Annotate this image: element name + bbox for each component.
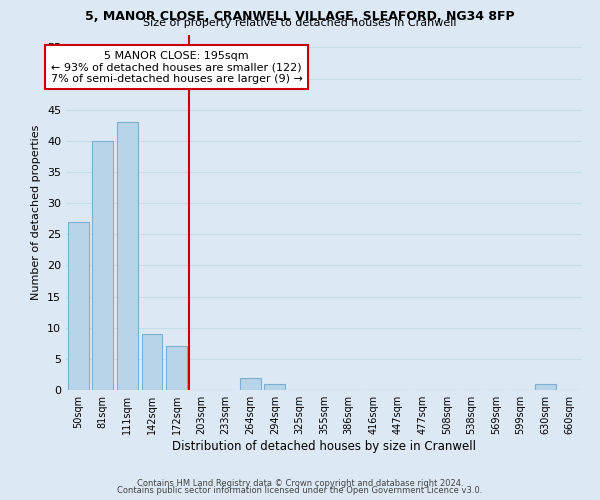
X-axis label: Distribution of detached houses by size in Cranwell: Distribution of detached houses by size … xyxy=(172,440,476,453)
Text: 5, MANOR CLOSE, CRANWELL VILLAGE, SLEAFORD, NG34 8FP: 5, MANOR CLOSE, CRANWELL VILLAGE, SLEAFO… xyxy=(85,10,515,23)
Y-axis label: Number of detached properties: Number of detached properties xyxy=(31,125,41,300)
Text: 5 MANOR CLOSE: 195sqm
← 93% of detached houses are smaller (122)
7% of semi-deta: 5 MANOR CLOSE: 195sqm ← 93% of detached … xyxy=(50,50,302,84)
Bar xyxy=(240,378,261,390)
Text: Contains public sector information licensed under the Open Government Licence v3: Contains public sector information licen… xyxy=(118,486,482,495)
Text: Contains HM Land Registry data © Crown copyright and database right 2024.: Contains HM Land Registry data © Crown c… xyxy=(137,478,463,488)
Bar xyxy=(68,222,89,390)
Bar xyxy=(117,122,138,390)
Bar xyxy=(142,334,163,390)
Text: Size of property relative to detached houses in Cranwell: Size of property relative to detached ho… xyxy=(143,18,457,28)
Bar xyxy=(265,384,286,390)
Bar xyxy=(92,141,113,390)
Bar xyxy=(535,384,556,390)
Bar xyxy=(166,346,187,390)
